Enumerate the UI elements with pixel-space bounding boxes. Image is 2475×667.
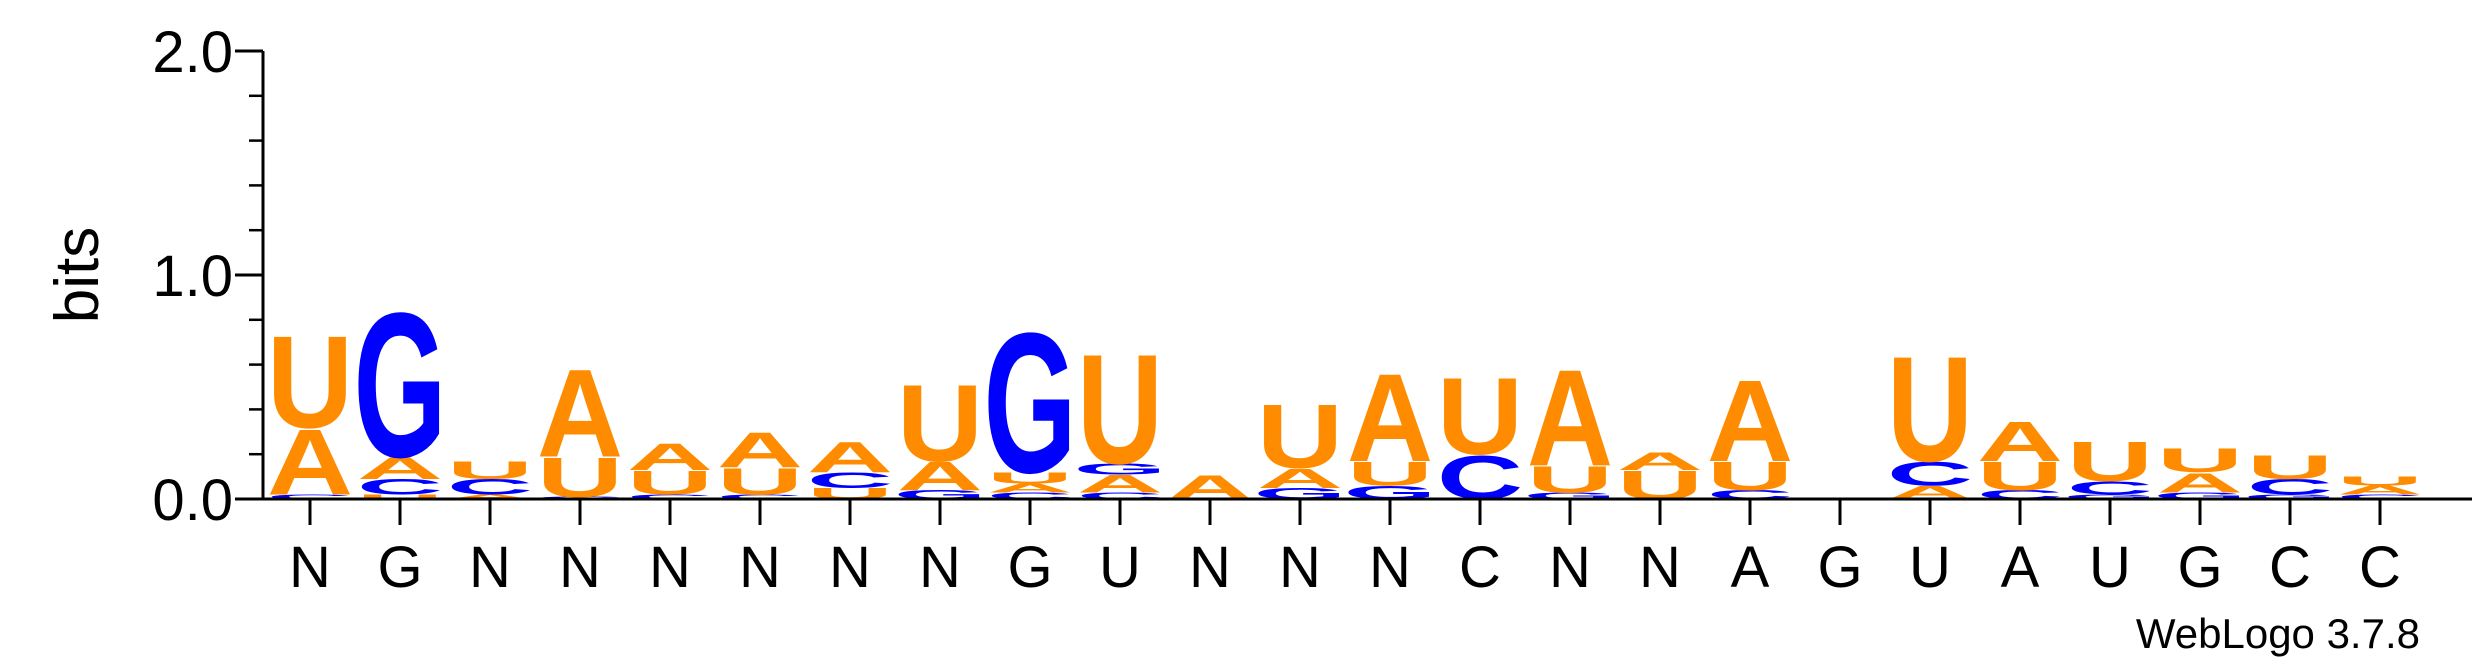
y-tick-label: 0.0	[152, 468, 233, 533]
logo-letter-U: U	[357, 493, 443, 500]
logo-letter-A: A	[807, 433, 893, 482]
x-tick-label: N	[1549, 535, 1591, 600]
x-tick-label: G	[377, 535, 422, 600]
logo-letter-G: G	[2154, 490, 2247, 501]
x-tick-label: U	[1099, 535, 1141, 600]
logo-letter-C: C	[987, 490, 1073, 501]
logo-letter-A: A	[2337, 483, 2423, 497]
x-tick-label: A	[1731, 535, 1770, 600]
logo-letter-C: C	[267, 493, 353, 500]
logo-letter-G: G	[354, 269, 447, 500]
logo-letter-C: C	[717, 493, 803, 500]
logo-letter-U: U	[1887, 325, 1973, 493]
logo-letter-A: A	[717, 423, 803, 479]
logo-letter-U: U	[267, 308, 353, 456]
logo-letter-C: C	[627, 493, 713, 500]
x-tick-label: U	[1909, 535, 1951, 600]
logo-letter-U: U	[2067, 430, 2153, 493]
x-tick-label: N	[649, 535, 691, 600]
x-tick-label: N	[739, 535, 781, 600]
logo-letter-A: A	[447, 493, 533, 500]
logo-letter-U: U	[717, 461, 803, 503]
weblogo-credit: WebLogo 3.7.8	[2136, 610, 2420, 657]
x-tick-label: N	[289, 535, 331, 600]
logo-letter-U: U	[1347, 454, 1433, 493]
x-tick-label: U	[2089, 535, 2131, 600]
logo-letter-A: A	[987, 481, 1073, 495]
logo-letter-G: G	[1074, 460, 1167, 477]
x-tick-label: N	[559, 535, 601, 600]
logo-letter-A: A	[1707, 357, 1793, 486]
logo-letter-G: G	[2064, 493, 2157, 500]
logo-letter-U: U	[2247, 448, 2333, 487]
logo-letter-A: A	[2157, 467, 2243, 498]
x-tick-label: N	[1189, 535, 1231, 600]
logo-letter-A: A	[357, 451, 443, 486]
y-tick-label: 2.0	[152, 20, 233, 85]
logo-letter-U: U	[2157, 441, 2243, 480]
logo-letter-U: U	[987, 469, 1073, 486]
x-tick-label: N	[469, 535, 511, 600]
x-tick-label: A	[2001, 535, 2040, 600]
x-tick-label: C	[2269, 535, 2311, 600]
logo-letter-A: A	[897, 453, 983, 499]
logo-letter-C: C	[807, 468, 893, 492]
x-tick-label: C	[2359, 535, 2401, 600]
x-tick-label: N	[919, 535, 961, 600]
x-tick-label: N	[1279, 535, 1321, 600]
logo-letter-G: G	[1524, 490, 1617, 501]
logo-letter-G: G	[984, 291, 1077, 514]
x-tick-label: G	[1817, 535, 1862, 600]
x-tick-label: N	[1369, 535, 1411, 600]
logo-letter-U: U	[1257, 386, 1343, 487]
y-axis: 0.0 1.0 2.0	[152, 20, 265, 533]
x-tick-label: N	[829, 535, 871, 600]
logo-letter-U: U	[627, 463, 713, 502]
logo-letter-A: A	[1077, 470, 1163, 498]
y-axis-label: bits	[43, 227, 112, 323]
logo-letter-U: U	[1077, 323, 1163, 497]
logo-letter-A: A	[1617, 448, 1703, 476]
logo-letter-U: U	[1437, 356, 1523, 478]
logo-letter-A: A	[1347, 347, 1433, 487]
logo-letter-C: C	[2247, 475, 2333, 499]
x-tick-label: C	[1459, 535, 1501, 600]
logo-letter-C: C	[447, 475, 533, 499]
logo-stacks: CAUUCAGACUCUACUACUAUCAGAUCAUGCAGUAGAUGUA…	[267, 269, 2423, 514]
x-tick-label: G	[2177, 535, 2222, 600]
logo-letter-U: U	[1527, 458, 1613, 500]
logo-letter-C: C	[357, 475, 443, 499]
logo-letter-C: C	[2067, 478, 2153, 499]
logo-letter-U: U	[897, 362, 983, 484]
logo-letter-G: G	[2244, 493, 2337, 500]
logo-letter-A: A	[267, 410, 353, 515]
logo-letter-U: U	[1977, 453, 2063, 499]
logo-letter-A: A	[1527, 341, 1613, 495]
logo-letter-C: C	[2337, 493, 2423, 500]
logo-letter-C: C	[1077, 490, 1163, 501]
logo-letter-A: A	[627, 436, 713, 478]
x-tick-label: G	[1007, 535, 1052, 600]
logo-letter-C: C	[1887, 454, 1973, 493]
logo-letter-A: A	[1257, 462, 1343, 493]
logo-letter-U: U	[1707, 453, 1793, 499]
logo-letter-A: A	[537, 343, 623, 483]
logo-letter-U: U	[447, 457, 533, 485]
x-tick-label: N	[1639, 535, 1681, 600]
y-tick-label: 1.0	[152, 244, 233, 309]
logo-letter-U: U	[2337, 474, 2423, 488]
logo-letter-A: A	[1977, 410, 2063, 473]
